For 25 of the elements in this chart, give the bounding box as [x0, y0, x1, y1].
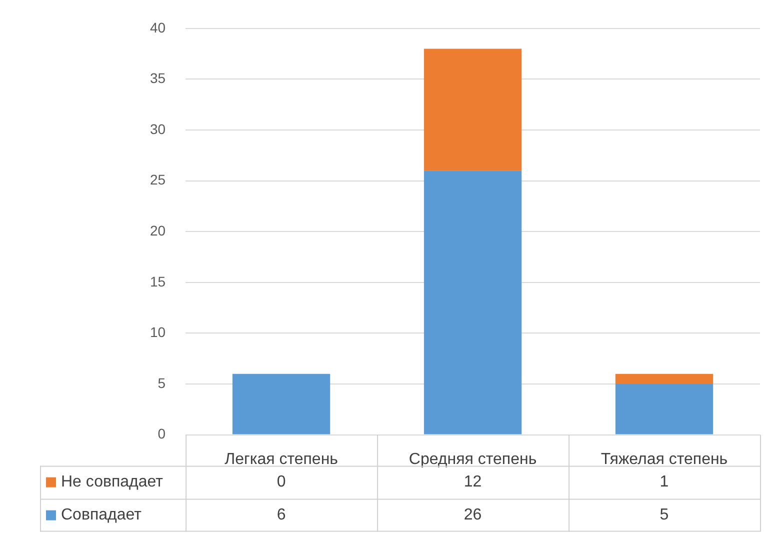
- y-tick-label: 20: [150, 222, 166, 238]
- data-label: 12: [464, 474, 482, 491]
- y-tick-label: 35: [150, 70, 166, 86]
- data-label: 1: [660, 474, 669, 491]
- y-tick-label: 40: [150, 19, 166, 36]
- y-tick-label: 15: [150, 273, 166, 290]
- data-label: 5: [660, 506, 669, 524]
- bar: [232, 374, 330, 434]
- y-tick-label: 0: [158, 426, 166, 442]
- y-tick-label: 5: [158, 374, 166, 391]
- legend-label: Не совпадает: [61, 474, 164, 491]
- y-tick-label: 25: [150, 172, 166, 188]
- data-label: 0: [276, 474, 286, 491]
- y-tick-label: 30: [150, 120, 166, 137]
- x-tick-label: Средняя степень: [408, 450, 537, 468]
- bar: [615, 384, 714, 434]
- bar: [615, 374, 714, 384]
- y-tick-label: 10: [150, 324, 166, 340]
- data-label: 6: [276, 506, 286, 524]
- x-tick-label: Тяжелая степень: [600, 450, 728, 468]
- bar: [424, 48, 522, 171]
- legend-label: Совпадает: [61, 506, 142, 524]
- x-tick-label: Легкая степень: [224, 450, 338, 468]
- data-label: 26: [464, 506, 482, 524]
- bar: [424, 170, 522, 434]
